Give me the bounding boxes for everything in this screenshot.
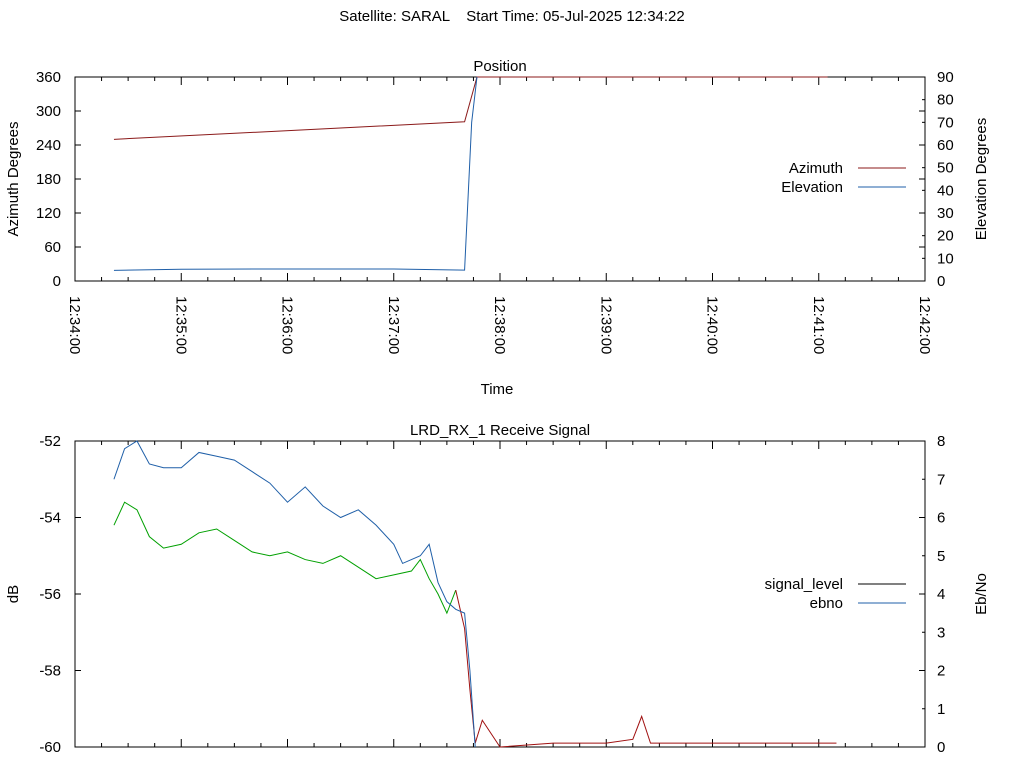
chart-title-1: Position: [473, 58, 526, 75]
y-tick-label: 60: [44, 239, 61, 256]
y2-tick-label: 50: [937, 160, 954, 177]
x-tick-label: 12:41:00: [810, 296, 827, 354]
chart-title-2: LRD_RX_1 Receive Signal: [410, 422, 590, 439]
y2-tick-label: 60: [937, 137, 954, 154]
series-line-Elevation: [113, 76, 478, 271]
series-line-signal_level-tail: [455, 590, 837, 748]
legend-label-ebno: ebno: [810, 595, 843, 612]
x-tick-label: 12:40:00: [704, 296, 721, 354]
x-tick-label: 12:37:00: [385, 296, 402, 354]
y2-tick-label: 2: [937, 663, 945, 680]
y-tick-label: 240: [36, 137, 61, 154]
y2-tick-label: 0: [937, 739, 945, 756]
legend-label-Elevation: Elevation: [781, 179, 843, 196]
y-axis-label: dB: [5, 585, 22, 603]
plot-frame-2: [74, 440, 926, 748]
series-line-Azimuth: [113, 76, 828, 140]
y-tick-label: -56: [39, 586, 61, 603]
x-tick-label: 12:38:00: [491, 296, 508, 354]
x-tick-label: 12:39:00: [597, 296, 614, 354]
y2-tick-label: 80: [937, 92, 954, 109]
x-tick-label: 12:36:00: [279, 296, 296, 354]
y-tick-label: -52: [39, 433, 61, 450]
y-axis-label: Azimuth Degrees: [5, 121, 22, 236]
y2-tick-label: 5: [937, 548, 945, 565]
y2-tick-label: 20: [937, 228, 954, 245]
series-line-ebno: [113, 440, 476, 748]
y2-tick-label: 40: [937, 182, 954, 199]
y-tick-label: 120: [36, 205, 61, 222]
y2-tick-label: 8: [937, 433, 945, 450]
y2-tick-label: 7: [937, 471, 945, 488]
y2-tick-label: 1: [937, 701, 945, 718]
y2-tick-label: 3: [937, 624, 945, 641]
x-axis-label: Time: [481, 381, 514, 398]
y-tick-label: 300: [36, 103, 61, 120]
y-tick-label: 0: [53, 273, 61, 290]
x-tick-label: 12:35:00: [172, 296, 189, 354]
y2-tick-label: 10: [937, 250, 954, 267]
x-tick-label: 12:34:00: [66, 296, 83, 354]
y2-tick-label: 30: [937, 205, 954, 222]
y-tick-label: 360: [36, 69, 61, 86]
y2-axis-label: Eb/No: [973, 573, 990, 615]
legend-label-signal_level: signal_level: [765, 576, 843, 593]
y-tick-label: -60: [39, 739, 61, 756]
y2-tick-label: 70: [937, 114, 954, 131]
y-tick-label: -54: [39, 510, 61, 527]
legend-label-Azimuth: Azimuth: [789, 160, 843, 177]
y2-tick-label: 4: [937, 586, 945, 603]
y-tick-label: 180: [36, 171, 61, 188]
series-line-signal_level: [113, 501, 457, 615]
x-tick-label: 12:42:00: [916, 296, 933, 354]
y2-tick-label: 90: [937, 69, 954, 86]
y2-tick-label: 6: [937, 510, 945, 527]
y2-axis-label: Elevation Degrees: [973, 118, 990, 241]
y-tick-label: -58: [39, 663, 61, 680]
y2-tick-label: 0: [937, 273, 945, 290]
page-title: Satellite: SARAL Start Time: 05-Jul-2025…: [339, 8, 685, 25]
